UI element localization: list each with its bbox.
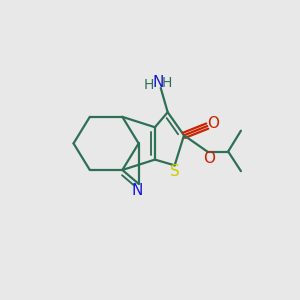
Text: S: S [170, 164, 180, 178]
Text: H: H [162, 76, 172, 90]
Text: H: H [143, 78, 154, 92]
Text: N: N [131, 183, 142, 198]
Text: N: N [152, 75, 164, 90]
Text: O: O [204, 151, 216, 166]
Text: O: O [207, 116, 219, 131]
